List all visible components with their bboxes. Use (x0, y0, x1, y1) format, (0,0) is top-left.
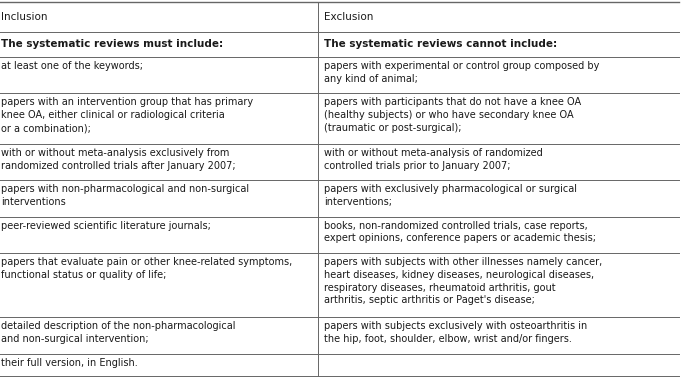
Text: papers with subjects with other illnesses namely cancer,
heart diseases, kidney : papers with subjects with other illnesse… (324, 257, 603, 305)
Text: with or without meta-analysis exclusively from
randomized controlled trials afte: with or without meta-analysis exclusivel… (1, 148, 235, 171)
Text: Exclusion: Exclusion (324, 12, 373, 22)
Text: papers with exclusively pharmacological or surgical
interventions;: papers with exclusively pharmacological … (324, 184, 577, 207)
Text: peer-reviewed scientific literature journals;: peer-reviewed scientific literature jour… (1, 221, 211, 231)
Text: Inclusion: Inclusion (1, 12, 47, 22)
Text: papers with non-pharmacological and non-surgical
interventions: papers with non-pharmacological and non-… (1, 184, 249, 207)
Text: papers with participants that do not have a knee OA
(healthy subjects) or who ha: papers with participants that do not hav… (324, 98, 581, 133)
Text: The systematic reviews must include:: The systematic reviews must include: (1, 39, 223, 50)
Text: at least one of the keywords;: at least one of the keywords; (1, 61, 143, 71)
Text: papers that evaluate pain or other knee-related symptoms,
functional status or q: papers that evaluate pain or other knee-… (1, 257, 292, 280)
Text: with or without meta-analysis of randomized
controlled trials prior to January 2: with or without meta-analysis of randomi… (324, 148, 543, 171)
Text: books, non-randomized controlled trials, case reports,
expert opinions, conferen: books, non-randomized controlled trials,… (324, 221, 596, 243)
Text: their full version, in English.: their full version, in English. (1, 358, 137, 368)
Text: papers with subjects exclusively with osteoarthritis in
the hip, foot, shoulder,: papers with subjects exclusively with os… (324, 321, 588, 344)
Text: detailed description of the non-pharmacological
and non-surgical intervention;: detailed description of the non-pharmaco… (1, 321, 235, 344)
Text: papers with an intervention group that has primary
knee OA, either clinical or r: papers with an intervention group that h… (1, 98, 253, 133)
Text: papers with experimental or control group composed by
any kind of animal;: papers with experimental or control grou… (324, 61, 599, 84)
Text: The systematic reviews cannot include:: The systematic reviews cannot include: (324, 39, 557, 50)
